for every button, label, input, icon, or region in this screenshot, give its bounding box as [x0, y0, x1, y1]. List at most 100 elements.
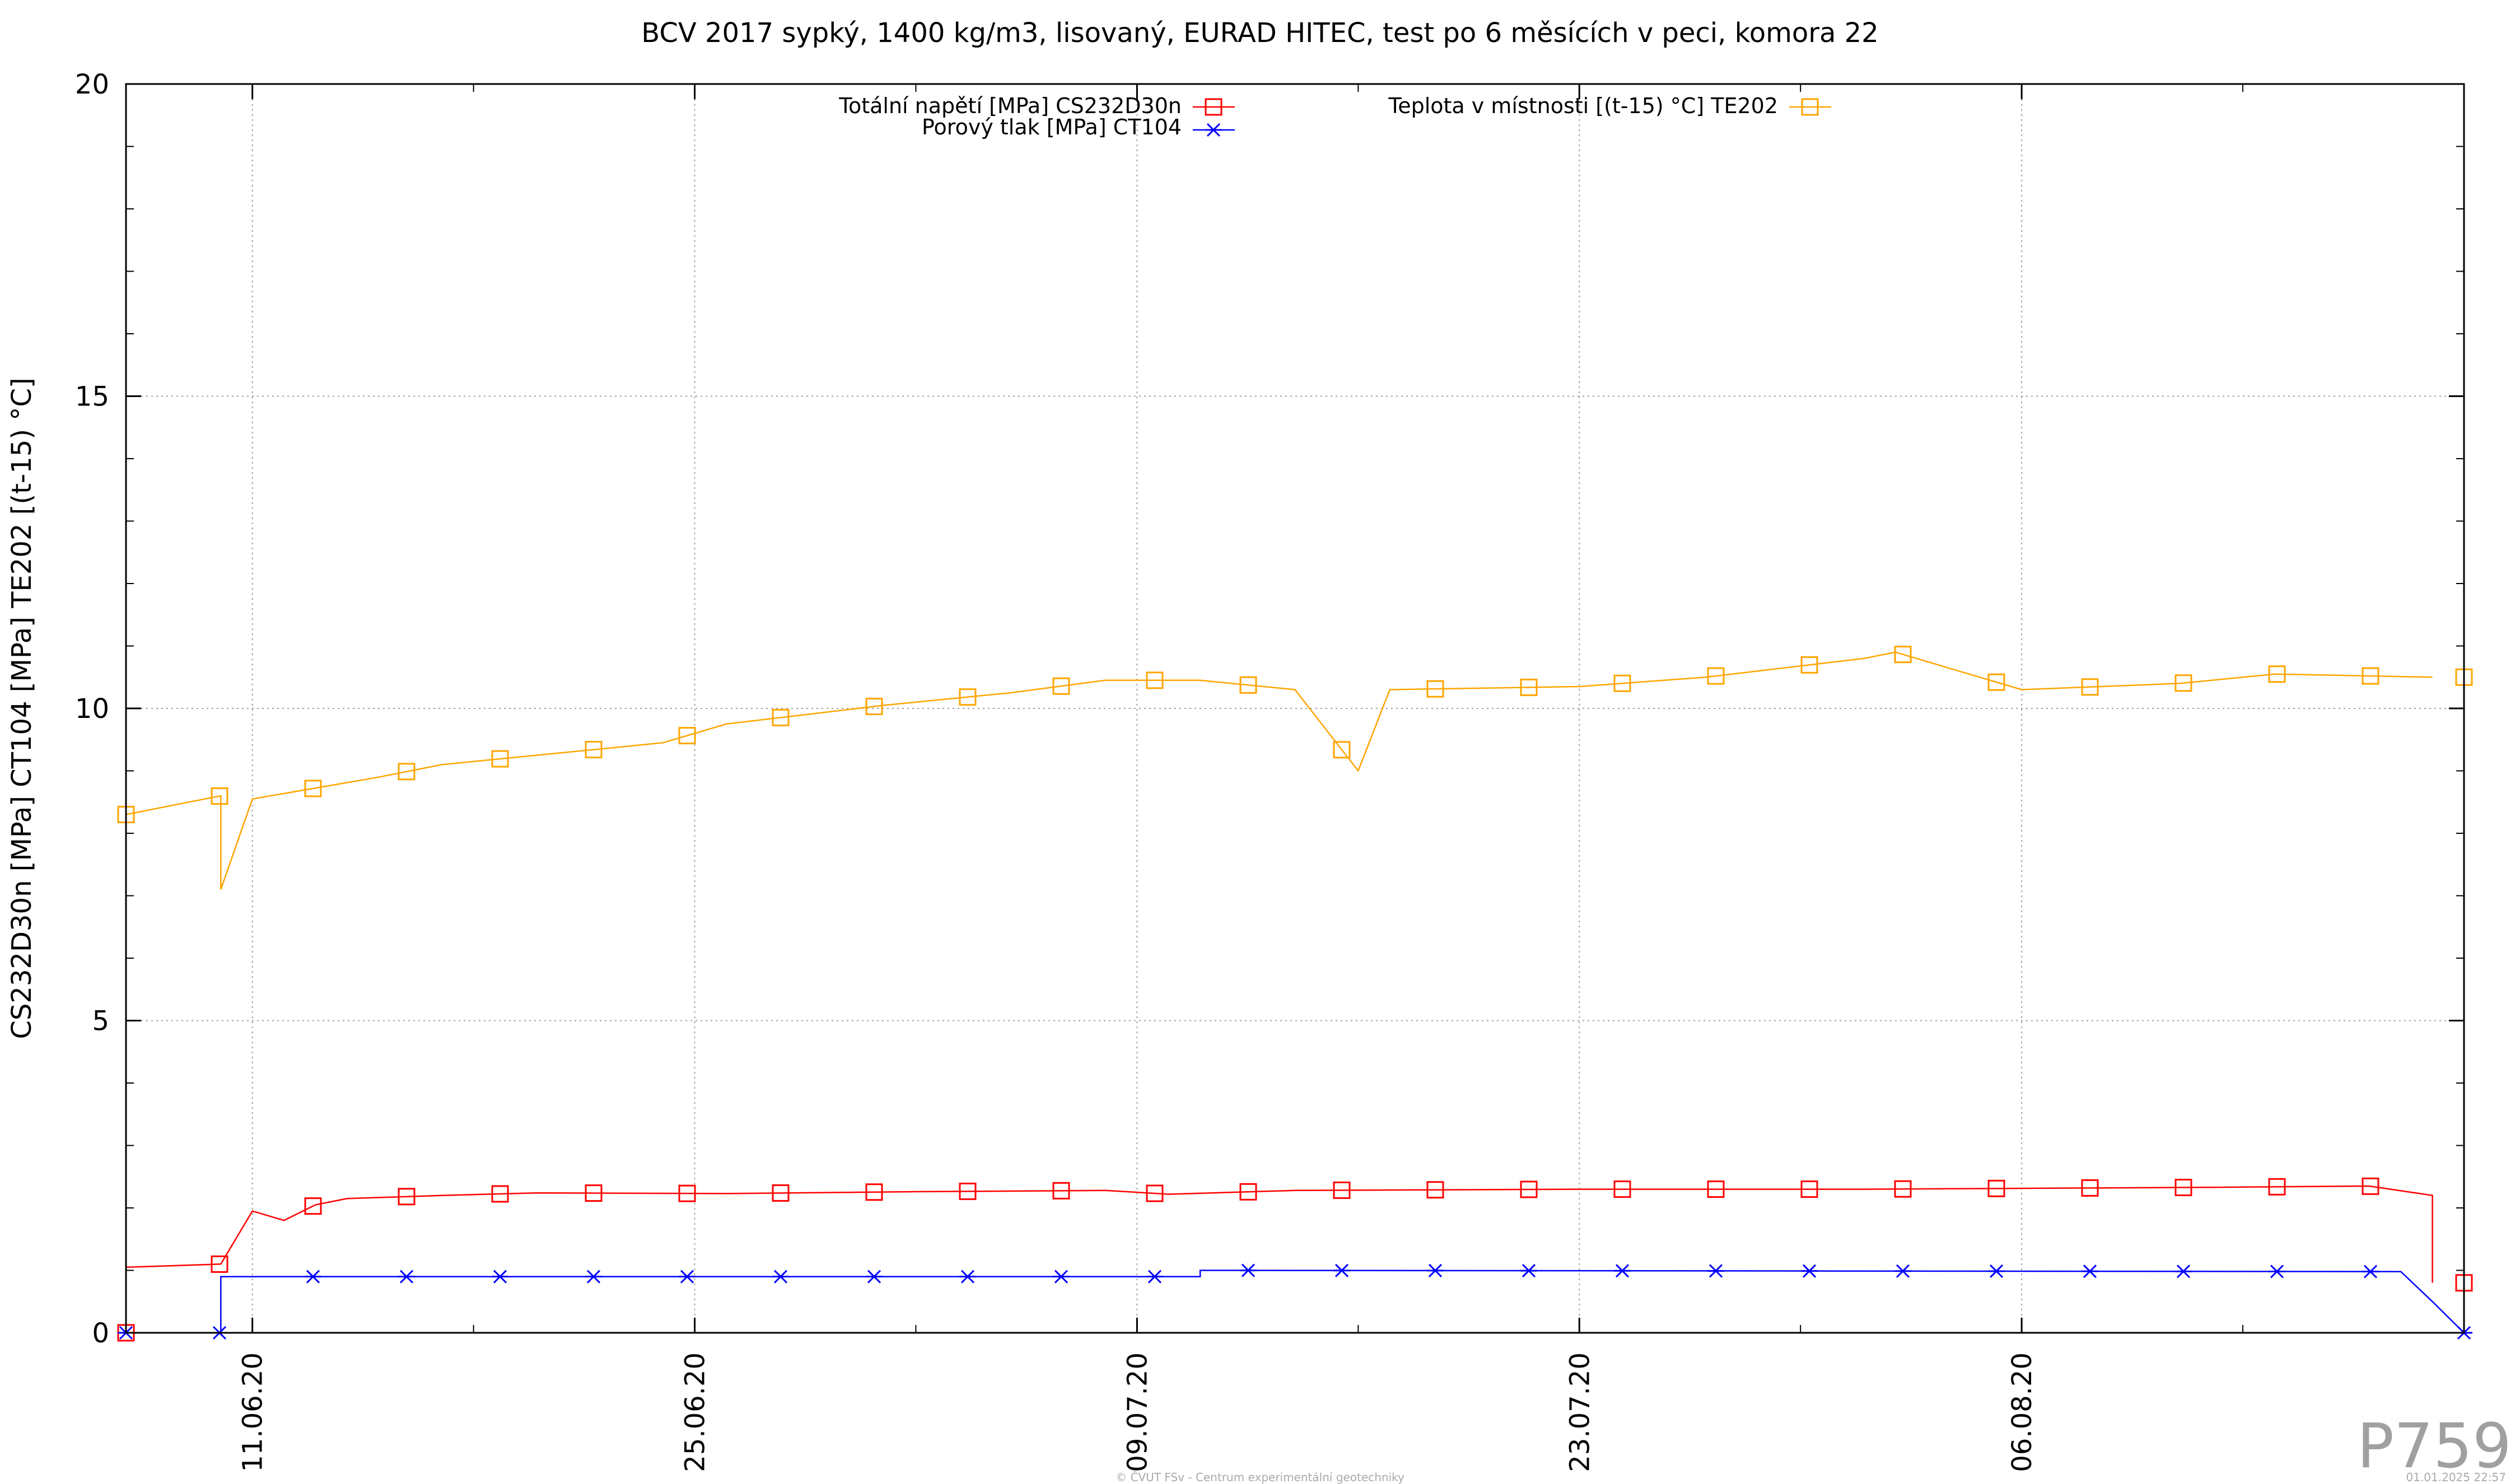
- series-2-marker: [1239, 676, 1257, 694]
- series-2-marker: [2362, 667, 2379, 685]
- series-0-marker: [1894, 1180, 1912, 1198]
- series-2-marker: [678, 727, 696, 745]
- series-line-1: [126, 1270, 2465, 1334]
- series-1-marker: [2362, 1264, 2379, 1278]
- series-0-marker: [2268, 1178, 2286, 1196]
- series-2-marker: [1707, 667, 1725, 685]
- series-1-marker: [398, 1270, 415, 1284]
- series-1-marker: [2269, 1264, 2285, 1278]
- series-1-marker: [2175, 1264, 2192, 1278]
- series-2-marker: [1894, 646, 1912, 664]
- series-1-marker: [1146, 1270, 1163, 1284]
- x-tick-label: 06.08.20: [2006, 1352, 2038, 1472]
- y-tick-label: 0: [92, 1318, 109, 1349]
- series-1-marker: [866, 1270, 883, 1284]
- series-1-marker: [305, 1270, 321, 1284]
- series-1-marker: [585, 1270, 602, 1284]
- series-0-marker: [1800, 1180, 1818, 1198]
- series-2-marker: [1052, 677, 1070, 695]
- series-1-marker: [1333, 1263, 1350, 1277]
- series-0-marker: [1052, 1182, 1070, 1200]
- series-2-marker: [959, 688, 977, 706]
- y-tick-label: 15: [75, 381, 109, 413]
- y-axis-label: CS232D30n [MPa] CT104 [MPa] TE202 [(t-15…: [6, 377, 38, 1039]
- y-tick-label: 5: [92, 1006, 109, 1037]
- series-0-marker: [1520, 1180, 1538, 1198]
- series-0-marker: [2174, 1178, 2192, 1196]
- grid: [126, 84, 2464, 1333]
- series-2-marker: [1146, 671, 1164, 689]
- series-0-marker: [1239, 1183, 1257, 1201]
- series-0-marker: [304, 1197, 322, 1215]
- series-0-marker: [398, 1188, 416, 1206]
- legend-marker-0: [1205, 98, 1222, 116]
- x-axis: 11.06.20 25.06.20 09.07.20 23.07.20 06.08.20: [237, 84, 2465, 1472]
- series-1-marker: [2082, 1264, 2098, 1278]
- series-0-marker: [491, 1185, 509, 1203]
- series-1-marker: [1614, 1264, 1631, 1278]
- series-line-0: [125, 1185, 2433, 1333]
- series-2-marker: [1613, 674, 1631, 692]
- series-0-marker: [1146, 1184, 1164, 1202]
- x-tick-label: 11.06.20: [237, 1352, 269, 1472]
- x-tick-label: 09.07.20: [1122, 1352, 1153, 1472]
- series-0-marker: [585, 1184, 603, 1202]
- x-tick-label: 23.07.20: [1564, 1352, 1595, 1472]
- series-1-marker: [959, 1270, 976, 1284]
- footer-timestamp: 01.01.2025 22:57: [2406, 1471, 2506, 1484]
- series-0-marker: [865, 1183, 883, 1201]
- series-2-marker: [398, 763, 416, 781]
- series-line-2: [125, 651, 2433, 890]
- series-1-marker: [1707, 1264, 1724, 1278]
- legend-marker-1: [1205, 123, 1222, 137]
- legend-label-0: Totální napětí [MPa] CS232D30n: [838, 94, 1182, 118]
- series-2-marker: [2174, 674, 2192, 692]
- footer-credit: © ČVUT FSv - Centrum experimentální geot…: [1116, 1471, 1404, 1484]
- chart-title: BCV 2017 sypký, 1400 kg/m3, lisovaný, EU…: [641, 17, 1878, 49]
- series-1-marker: [679, 1270, 696, 1284]
- series-2-marker: [1426, 680, 1444, 698]
- series-2-marker: [304, 780, 322, 797]
- series-0-marker: [1987, 1179, 2005, 1197]
- series-2-marker: [585, 741, 603, 759]
- series-0-marker: [1333, 1181, 1351, 1199]
- series-2-marker: [491, 750, 509, 768]
- series-2-marker: [1987, 673, 2005, 691]
- series-0-marker: [772, 1184, 790, 1202]
- watermark: P759: [2357, 1410, 2512, 1482]
- series-0-marker: [1426, 1181, 1444, 1199]
- series-0-marker: [211, 1255, 228, 1273]
- legend-label-2: Teplota v místnosti [(t-15) °C] TE202: [1388, 94, 1778, 118]
- series-1-marker: [1053, 1270, 1070, 1284]
- series-0-marker: [1707, 1180, 1725, 1198]
- series-1-marker: [492, 1270, 508, 1284]
- series-1-marker: [1894, 1264, 1911, 1278]
- series-2-marker: [211, 787, 228, 805]
- series-1-marker: [772, 1270, 789, 1284]
- series-2-marker: [1800, 656, 1818, 674]
- x-tick-label: 25.06.20: [680, 1352, 711, 1472]
- series-2-marker: [865, 698, 883, 716]
- y-axis: 0 5 10 15 20: [75, 69, 2464, 1349]
- legend-label-1: Porový tlak [MPa] CT104: [922, 115, 1182, 139]
- series-2-marker: [2081, 678, 2099, 696]
- series-0-marker: [1613, 1180, 1631, 1198]
- series-0-marker: [959, 1182, 977, 1200]
- series-0-marker: [678, 1184, 696, 1202]
- series-2-marker: [772, 708, 790, 726]
- series-layer: [125, 651, 2465, 1334]
- series-1-marker: [1427, 1263, 1444, 1277]
- series-2-marker: [2268, 665, 2286, 683]
- series-0-marker: [2081, 1179, 2099, 1197]
- series-1-marker: [1801, 1264, 1818, 1278]
- series-2-marker: [1520, 678, 1538, 696]
- series-1-marker: [1240, 1263, 1257, 1277]
- series-1-marker: [1520, 1264, 1537, 1278]
- legend-marker-2: [1801, 98, 1819, 116]
- series-0-marker: [2362, 1177, 2379, 1195]
- marker-layer: [117, 646, 2473, 1342]
- series-1-marker: [1988, 1264, 2005, 1278]
- series-2-marker: [1333, 741, 1351, 759]
